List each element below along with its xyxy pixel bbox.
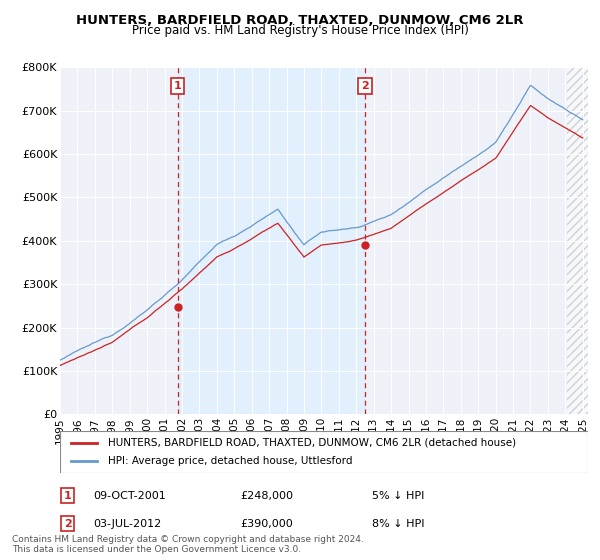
Text: 09-OCT-2001: 09-OCT-2001 bbox=[93, 491, 166, 501]
Text: 8% ↓ HPI: 8% ↓ HPI bbox=[372, 519, 425, 529]
Text: 1: 1 bbox=[64, 491, 71, 501]
Text: 2: 2 bbox=[64, 519, 71, 529]
Text: 03-JUL-2012: 03-JUL-2012 bbox=[93, 519, 161, 529]
Text: 1: 1 bbox=[174, 81, 181, 91]
Text: 5% ↓ HPI: 5% ↓ HPI bbox=[372, 491, 424, 501]
Text: Contains HM Land Registry data © Crown copyright and database right 2024.: Contains HM Land Registry data © Crown c… bbox=[12, 535, 364, 544]
Text: 2: 2 bbox=[361, 81, 369, 91]
FancyBboxPatch shape bbox=[60, 431, 588, 473]
Text: Price paid vs. HM Land Registry's House Price Index (HPI): Price paid vs. HM Land Registry's House … bbox=[131, 24, 469, 37]
Text: HPI: Average price, detached house, Uttlesford: HPI: Average price, detached house, Uttl… bbox=[107, 456, 352, 466]
Text: £390,000: £390,000 bbox=[240, 519, 293, 529]
Text: £248,000: £248,000 bbox=[240, 491, 293, 501]
Text: HUNTERS, BARDFIELD ROAD, THAXTED, DUNMOW, CM6 2LR (detached house): HUNTERS, BARDFIELD ROAD, THAXTED, DUNMOW… bbox=[107, 438, 515, 448]
Bar bbox=[178, 67, 365, 414]
Text: This data is licensed under the Open Government Licence v3.0.: This data is licensed under the Open Gov… bbox=[12, 545, 301, 554]
Bar bbox=[567, 67, 588, 414]
Text: HUNTERS, BARDFIELD ROAD, THAXTED, DUNMOW, CM6 2LR: HUNTERS, BARDFIELD ROAD, THAXTED, DUNMOW… bbox=[76, 14, 524, 27]
